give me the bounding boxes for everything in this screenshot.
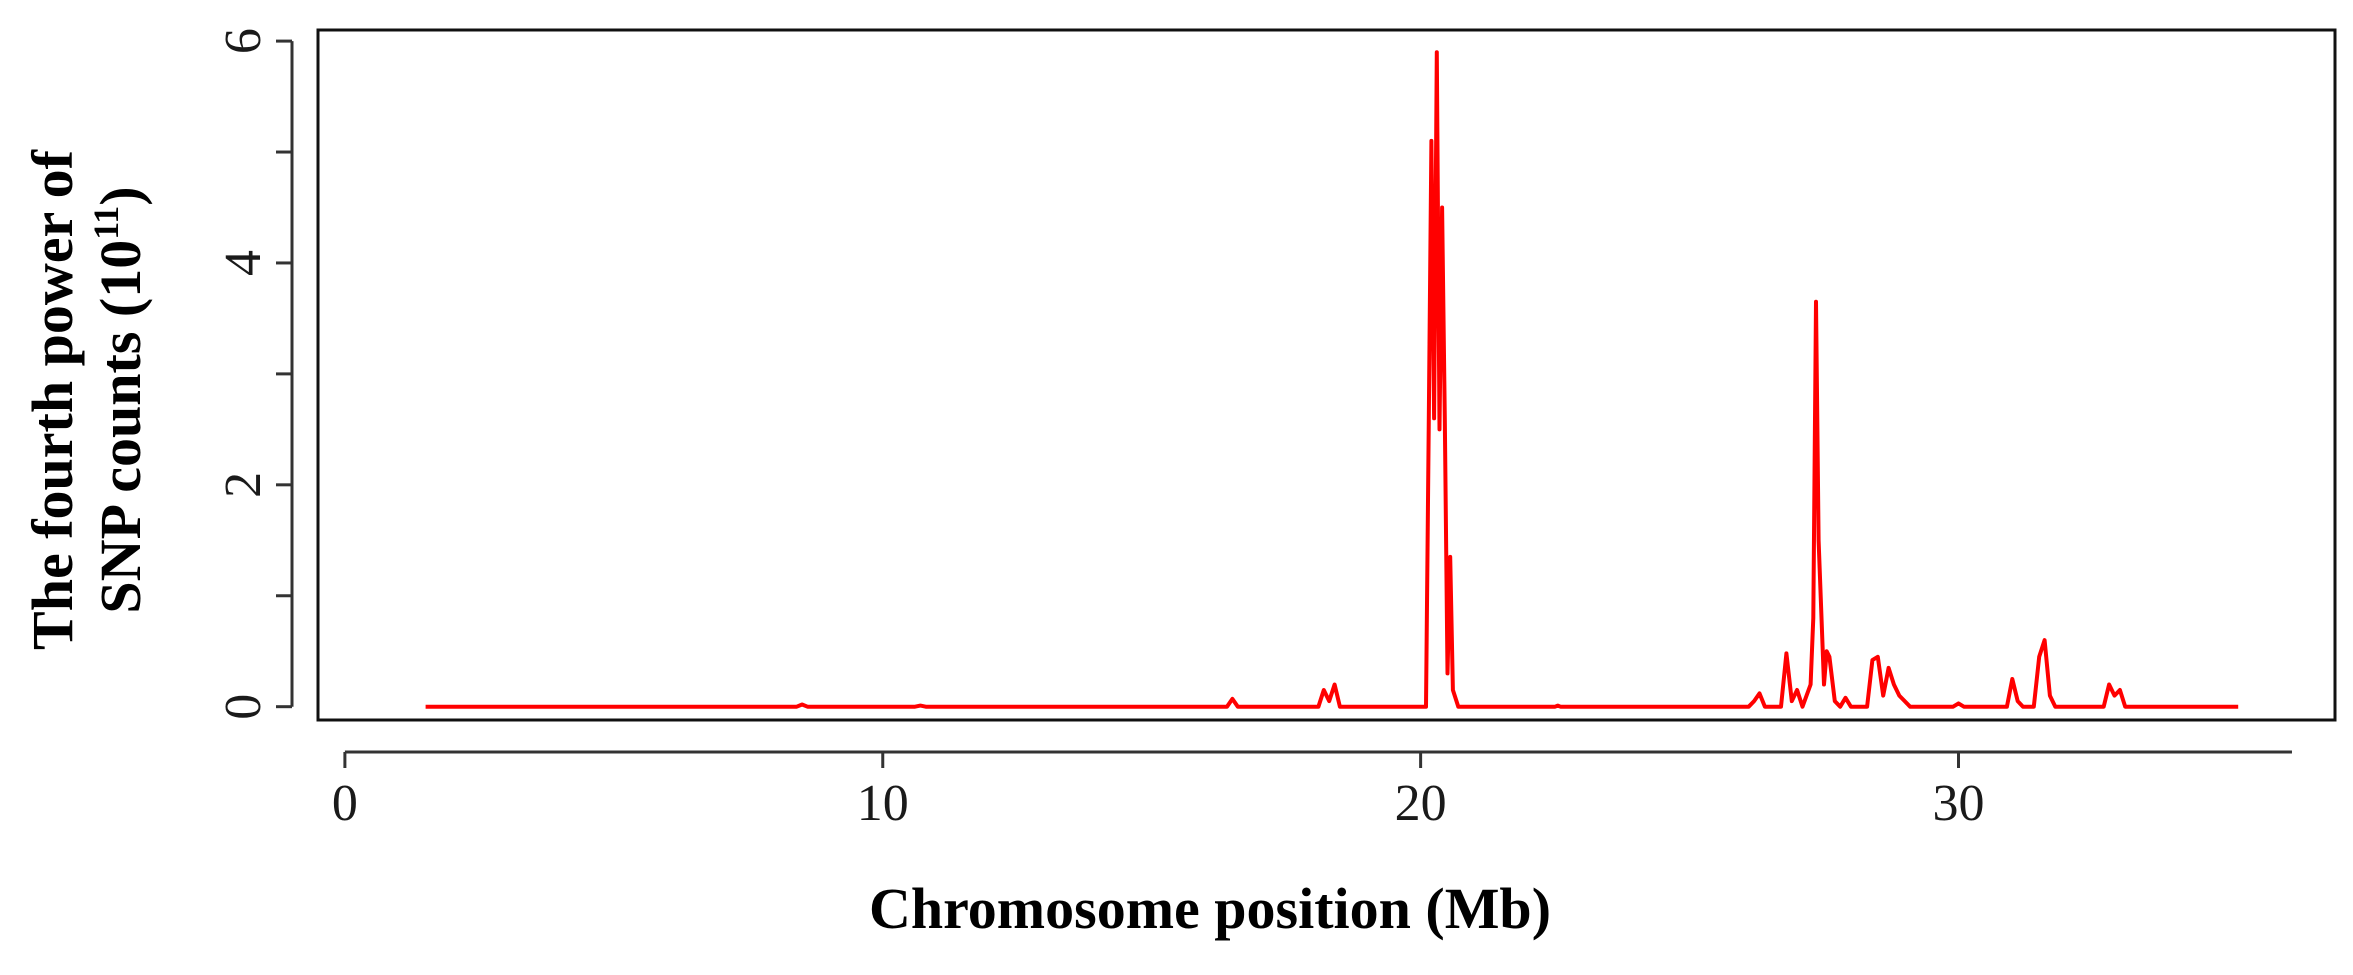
y-axis-title-line2-prefix: SNP counts (10 — [88, 240, 153, 614]
series-line — [425, 50, 2239, 709]
x-tick-label: 30 — [1932, 775, 1984, 832]
y-axis-title-line2-sup: 11 — [86, 206, 126, 240]
plot-area — [425, 50, 2239, 709]
x-tick-label: 0 — [332, 775, 358, 832]
x-tick-label: 20 — [1395, 775, 1447, 832]
x-axis-title: Chromosome position (Mb) — [869, 876, 1551, 941]
y-tick-label: 2 — [215, 472, 272, 498]
y-tick-label: 0 — [215, 694, 272, 720]
plot-frame — [316, 28, 2337, 722]
y-tick-label: 4 — [215, 250, 272, 276]
y-axis: 0 2 4 6 — [215, 28, 294, 720]
y-axis-title-line1: The fourth power of — [20, 149, 85, 650]
y-axis-title-line2: SNP counts (1011) — [86, 186, 153, 613]
x-axis: 0 10 20 30 — [332, 750, 2292, 832]
y-tick-label: 6 — [215, 28, 272, 54]
y-axis-title-line2-suffix: ) — [88, 186, 153, 205]
x-tick-label: 10 — [857, 775, 909, 832]
